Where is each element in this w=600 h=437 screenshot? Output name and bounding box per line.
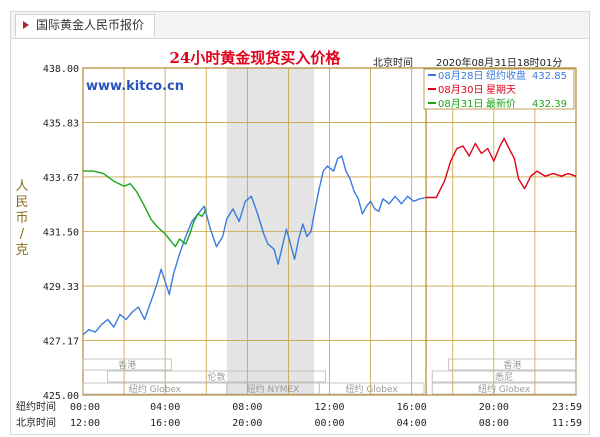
y-tick-label: 435.83: [43, 119, 79, 130]
series-line-0831: [83, 170, 207, 248]
legend-label-0828: 纽约收盘: [486, 69, 526, 82]
y-tick-label: 431.50: [43, 228, 79, 239]
market-session-bar: [431, 370, 577, 383]
series-line-0828: [82, 155, 427, 336]
legend-label-0830: 星期天: [486, 84, 516, 96]
market-session-bar: [318, 382, 425, 395]
x-tick-label-bj: 11:59: [552, 418, 582, 429]
x-tick-label-ny: 23:59: [552, 402, 582, 413]
tab-arrow-icon: [23, 21, 29, 29]
x-tick-label-bj: 16:00: [150, 418, 180, 429]
market-session-label: 伦敦: [208, 371, 226, 383]
y-tick-label: 425.00: [43, 391, 79, 402]
tab-label: 国际黄金人民币报价: [36, 18, 145, 32]
x-tick-label-bj: 08:00: [479, 418, 509, 429]
market-session-bar: [431, 382, 577, 395]
tab-bar: 国际黄金人民币报价: [11, 12, 589, 39]
svg-text:克: 克: [15, 243, 28, 258]
ny-time-label: 纽约时间: [16, 400, 56, 413]
legend-label-0831: 最新价: [486, 97, 516, 110]
y-axis-label: 人 民 币 / 克: [15, 179, 28, 258]
bj-time-label: 北京时间: [16, 416, 56, 429]
x-tick-label-ny: 04:00: [150, 402, 180, 413]
legend-item-0828: 08月28日 纽约收盘 432.85: [428, 69, 567, 82]
x-tick-label-ny: 08:00: [232, 402, 262, 413]
market-session-label: 纽约 Globex: [129, 383, 182, 395]
x-tick-label-bj: 20:00: [232, 418, 262, 429]
y-tick-label: 429.33: [43, 282, 79, 293]
svg-text:/: /: [20, 227, 25, 242]
market-session-label: 悉尼: [495, 371, 513, 383]
legend-date-0831: 08月31日: [438, 98, 483, 110]
y-tick-label: 438.00: [43, 64, 79, 75]
market-session-label: 纽约 Globex: [478, 383, 531, 395]
legend-item-0830: 08月30日 星期天: [428, 84, 516, 96]
svg-text:人: 人: [15, 179, 28, 194]
legend-value-0831: 432.39: [532, 99, 567, 110]
y-tick-label: 433.67: [43, 173, 79, 184]
x-tick-label-ny: 12:00: [314, 402, 344, 413]
current-datetime: 2020年08月31日18时01分: [436, 56, 562, 69]
x-tick-label-ny: 16:00: [397, 402, 427, 413]
y-tick-label: 427.17: [43, 336, 79, 347]
svg-text:民: 民: [15, 195, 28, 210]
chart-title: 24小时黄金现货买入价格: [170, 49, 342, 67]
market-session-bar: [107, 370, 326, 383]
x-tick-label-ny: 20:00: [479, 402, 509, 413]
legend-box: [423, 68, 575, 110]
legend: 08月28日 纽约收盘 432.85 08月30日 星期天 08月31日 最新价…: [423, 68, 575, 110]
series-line-0830: [426, 137, 577, 199]
market-session-bar: [82, 358, 172, 371]
market-session-label: 香港: [118, 359, 136, 371]
svg-text:币: 币: [15, 211, 28, 226]
timezone-label: 北京时间: [373, 56, 413, 69]
market-session-bar: [448, 358, 577, 371]
x-tick-label-bj: 12:00: [70, 418, 100, 429]
legend-date-0828: 08月28日: [438, 70, 483, 82]
legend-item-0831: 08月31日 最新价 432.39: [428, 97, 567, 110]
tab-gold-cny-quote[interactable]: 国际黄金人民币报价: [15, 14, 156, 37]
kitco-watermark: www.kitco.cn: [86, 79, 184, 94]
legend-value-0828: 432.85: [532, 71, 567, 82]
x-tick-label-bj: 00:00: [314, 418, 344, 429]
market-session-label: 香港: [503, 359, 521, 371]
plot-border: [82, 67, 577, 396]
market-session-label: 纽约 NYMEX: [247, 383, 300, 395]
legend-date-0830: 08月30日: [438, 84, 483, 96]
market-session-label: 纽约 Globex: [345, 383, 398, 395]
x-tick-label-ny: 00:00: [70, 402, 100, 413]
x-tick-label-bj: 04:00: [397, 418, 427, 429]
